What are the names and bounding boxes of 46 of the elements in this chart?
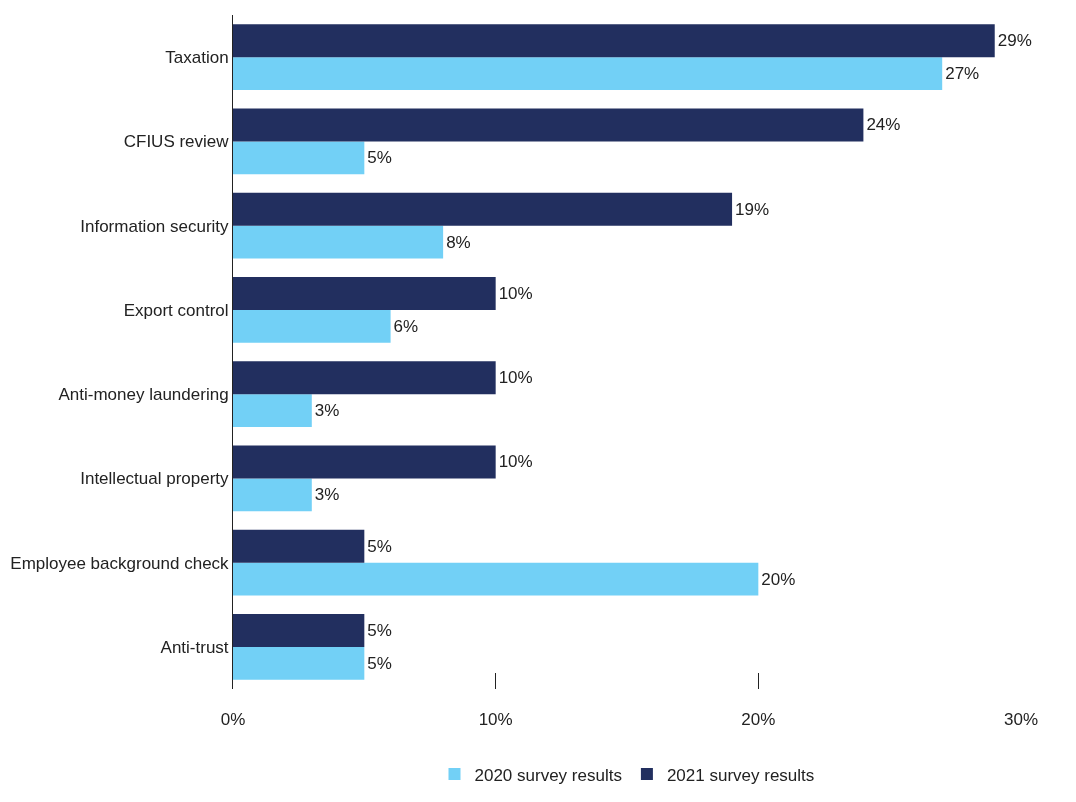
- bar: [233, 192, 733, 226]
- y-tick-label: Anti-money laundering: [58, 385, 229, 405]
- data-label: 20%: [761, 569, 796, 589]
- y-tick-label: Intellectual property: [80, 469, 230, 489]
- bar: [233, 646, 365, 680]
- bar: [233, 309, 391, 343]
- data-label: 3%: [314, 401, 340, 421]
- data-label: 5%: [367, 148, 392, 168]
- legend-label: 2021 survey results: [666, 765, 815, 785]
- bar: [233, 562, 759, 596]
- data-label: 10%: [498, 452, 533, 472]
- bar: [233, 394, 312, 427]
- bar: [233, 361, 496, 395]
- data-label: 24%: [866, 115, 901, 135]
- bar: [233, 141, 365, 175]
- data-label: 19%: [735, 199, 770, 219]
- y-tick-label: Export control: [123, 300, 229, 320]
- bar: [233, 614, 365, 647]
- bar: [233, 478, 312, 512]
- y-tick-label: Taxation: [165, 48, 229, 68]
- data-label: 3%: [314, 485, 340, 505]
- data-label: 10%: [498, 283, 533, 303]
- bar: [233, 108, 864, 142]
- y-tick-label: Anti-trust: [160, 637, 229, 657]
- legend-label: 2020 survey results: [474, 765, 622, 785]
- data-label: 8%: [446, 232, 471, 252]
- x-tick-label: 20%: [741, 710, 776, 729]
- data-label: 27%: [945, 64, 980, 84]
- y-tick-label: Employee background check: [10, 553, 230, 573]
- y-tick-label: CFIUS review: [123, 132, 230, 152]
- x-tick-label: 0%: [220, 710, 246, 729]
- bar: [233, 277, 496, 310]
- bar: [233, 445, 496, 479]
- data-label: 5%: [367, 653, 392, 673]
- data-label: 5%: [367, 536, 392, 556]
- data-label: 6%: [393, 316, 419, 336]
- bar: [233, 24, 995, 58]
- bar: [233, 57, 943, 90]
- data-label: 10%: [498, 368, 533, 388]
- bar: [233, 225, 444, 259]
- data-label: 5%: [367, 620, 392, 640]
- x-tick-label: 10%: [478, 710, 513, 729]
- data-label: 29%: [997, 31, 1032, 51]
- y-tick-label: Information security: [80, 216, 230, 236]
- x-tick-label: 30%: [1003, 710, 1039, 729]
- bar: [233, 529, 365, 563]
